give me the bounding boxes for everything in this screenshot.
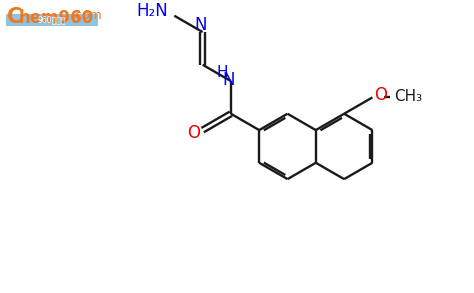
Text: C: C [7,7,22,27]
Text: .com: .com [72,9,102,22]
Text: H: H [216,65,228,80]
Text: O: O [374,86,387,104]
Text: 960化工网: 960化工网 [37,15,66,24]
Text: CH₃: CH₃ [394,89,422,104]
Text: hem960: hem960 [18,9,93,27]
Text: N: N [223,71,235,89]
FancyBboxPatch shape [6,14,99,25]
Text: N: N [194,16,207,34]
Text: H₂N: H₂N [137,2,168,20]
Text: O: O [187,124,200,142]
